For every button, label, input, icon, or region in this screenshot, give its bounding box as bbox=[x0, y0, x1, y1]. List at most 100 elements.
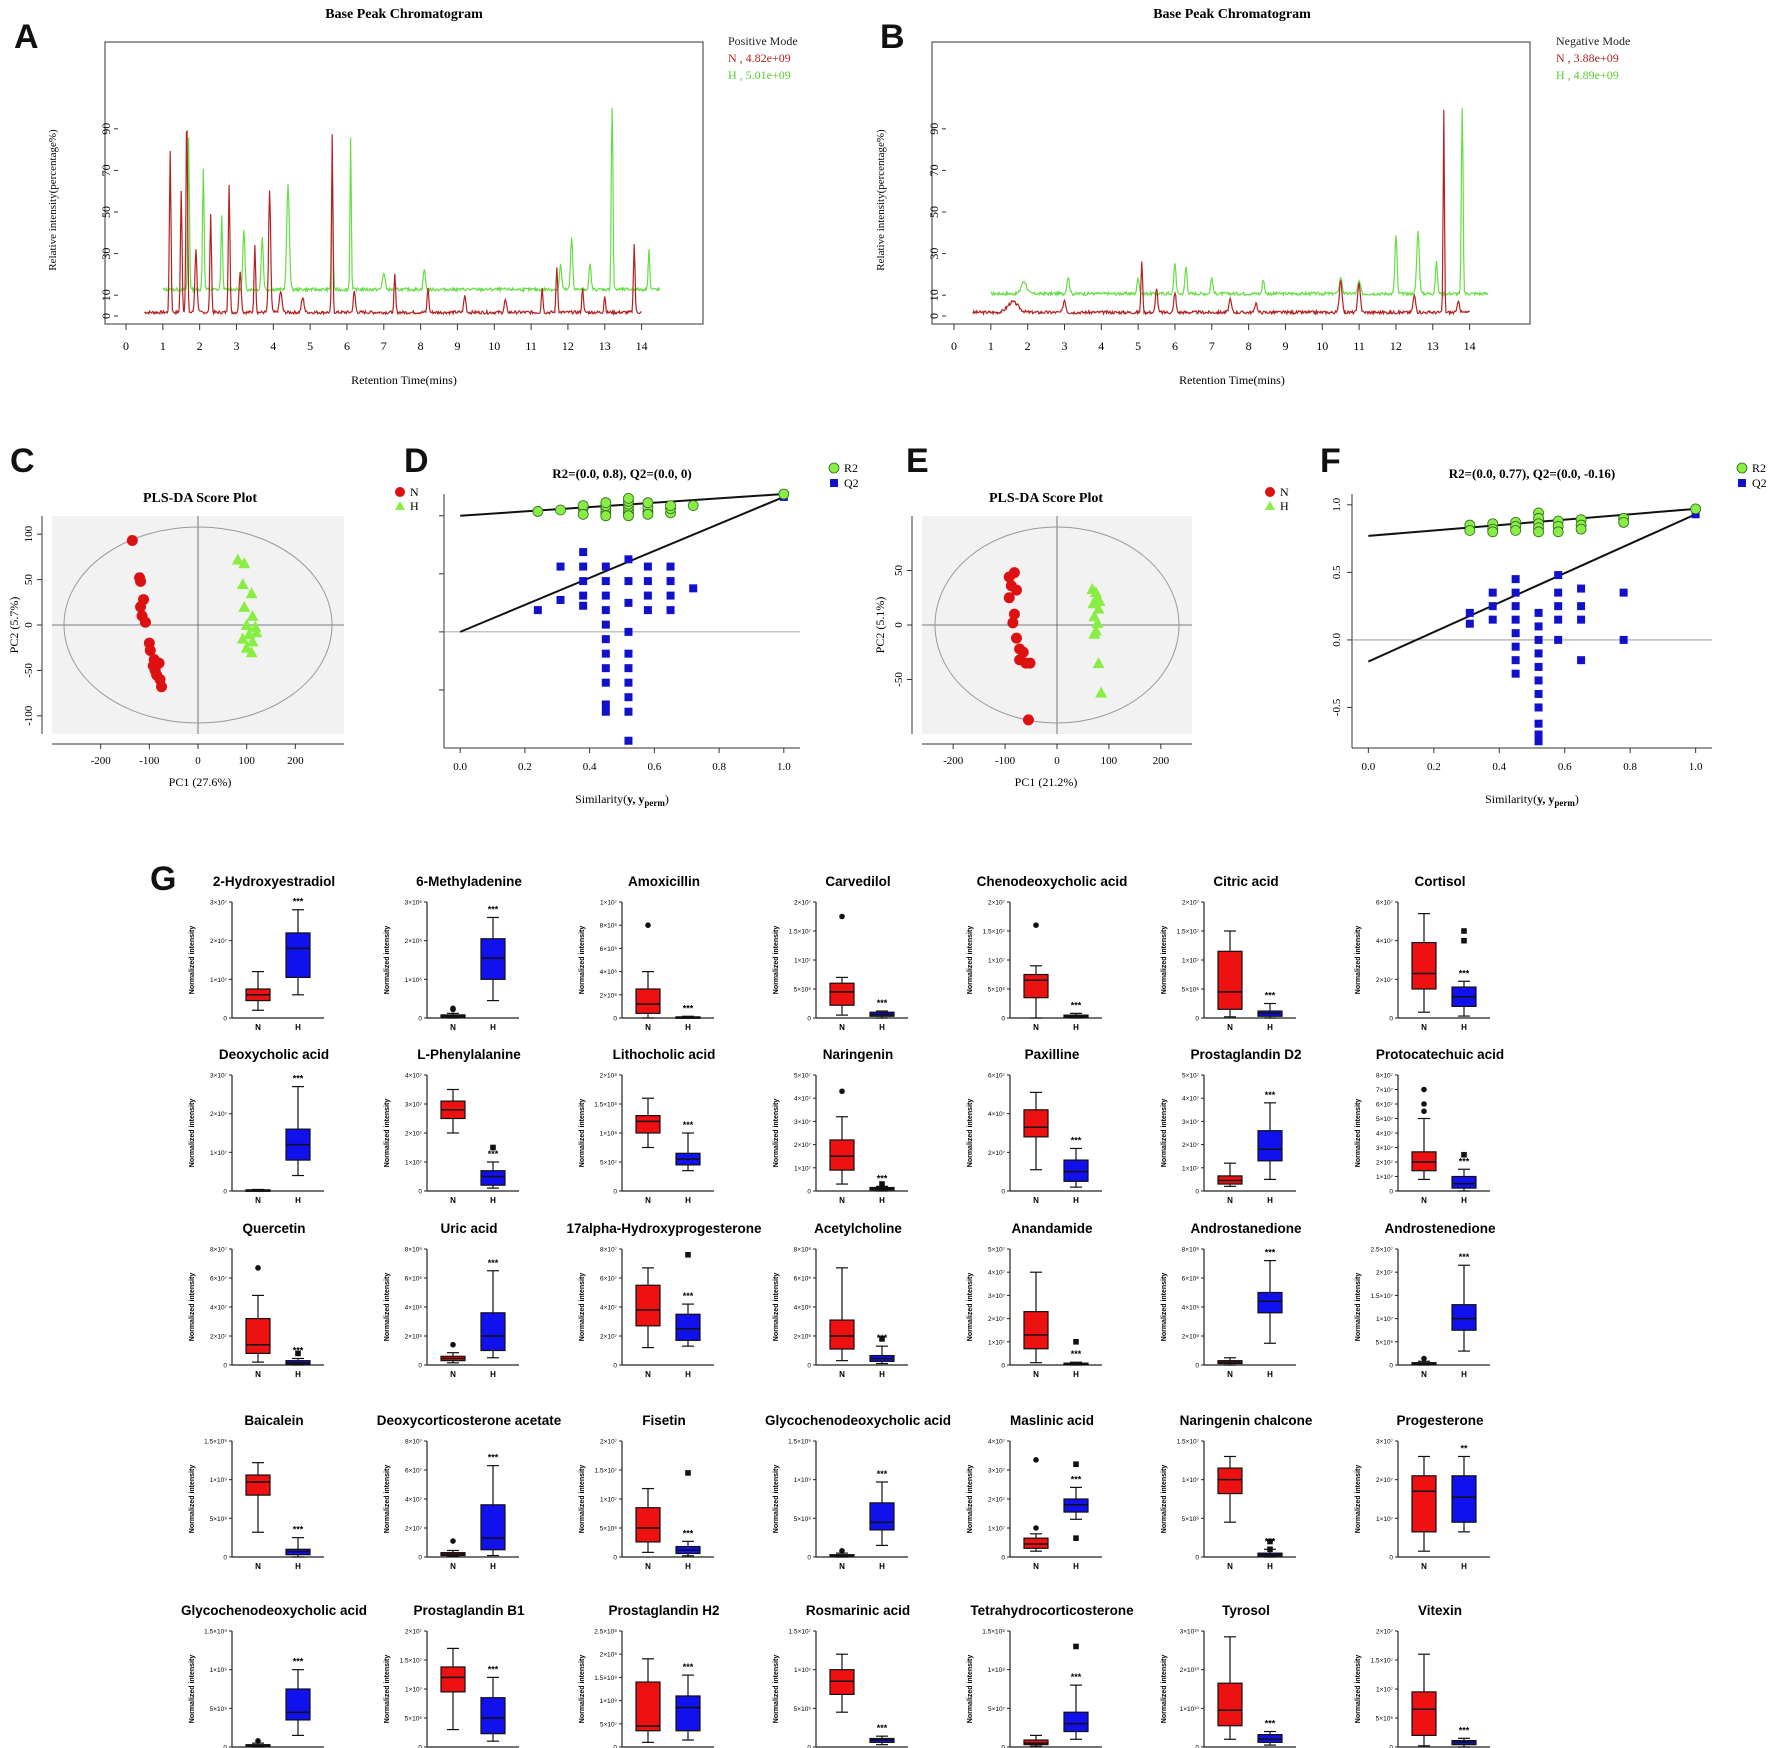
y-tick-label: 2×10⁷ bbox=[794, 1142, 812, 1149]
q2-point bbox=[1554, 615, 1563, 624]
permutation-d-xlabel-close: ) bbox=[665, 792, 669, 806]
y-tick-label: 2×10⁸ bbox=[600, 1073, 618, 1080]
chromatogram-a-legend-h: H , 5.01e+09 bbox=[728, 68, 791, 82]
y-tick-label: 0 bbox=[807, 1363, 811, 1370]
y-tick-label: 0 bbox=[418, 1016, 422, 1023]
x-tick-label: N bbox=[1421, 1562, 1427, 1571]
point-h bbox=[250, 626, 263, 638]
plsda-e-xlabel: PC1 (21.2%) bbox=[1015, 775, 1078, 789]
x-tick-label: -200 bbox=[943, 755, 964, 767]
y-tick-label: 2×10⁶ bbox=[600, 992, 618, 999]
y-tick-label: 1.5×10⁷ bbox=[400, 1658, 423, 1665]
outlier-point bbox=[255, 1265, 261, 1271]
y-tick-label: 4×10⁶ bbox=[1182, 1305, 1200, 1312]
y-tick-label: 0 bbox=[613, 1189, 617, 1196]
y-tick-label: 0 bbox=[1195, 1745, 1199, 1748]
boxplot-chart: Acetylcholine Normalized intensity 0 2×10⁶ 4… bbox=[773, 1221, 908, 1379]
plsda-e-title: PLS-DA Score Plot bbox=[989, 491, 1103, 506]
y-tick-label: 0 bbox=[1389, 1016, 1393, 1023]
q2-point bbox=[624, 598, 633, 607]
boxplot-title: Lithocholic acid bbox=[613, 1047, 716, 1062]
significance-label: *** bbox=[683, 1662, 694, 1672]
y-tick-label: 0 bbox=[807, 1016, 811, 1023]
point-h bbox=[1092, 657, 1105, 669]
y-tick-label: 2×10⁷ bbox=[405, 1526, 423, 1533]
y-axis-label: Normalized intensity bbox=[1161, 1655, 1168, 1724]
box-n bbox=[1023, 1109, 1049, 1138]
y-tick-label: 2×10⁶ bbox=[794, 1334, 812, 1341]
legend-n-label: N bbox=[1280, 485, 1289, 499]
chromatogram-b-title: Base Peak Chromatogram bbox=[1153, 7, 1311, 22]
x-tick-label: 2 bbox=[197, 339, 203, 353]
y-axis-label: Normalized intensity bbox=[1355, 926, 1362, 995]
box-n bbox=[1411, 941, 1437, 990]
r2-point bbox=[623, 510, 634, 522]
x-tick-label: 0.6 bbox=[647, 761, 661, 773]
significance-label: *** bbox=[1459, 1156, 1470, 1166]
y-tick-label: 0 bbox=[99, 313, 113, 319]
y-tick-label: 1.5×10⁷ bbox=[1177, 1439, 1200, 1446]
point-h bbox=[1093, 595, 1106, 607]
y-tick-label: 70 bbox=[99, 164, 113, 176]
y-tick-label: 6×10⁶ bbox=[405, 1276, 423, 1283]
legend-h-label: H bbox=[1280, 499, 1289, 513]
x-tick-label: -100 bbox=[139, 755, 160, 767]
significance-label: ** bbox=[1460, 1443, 1468, 1453]
x-tick-label: 4 bbox=[270, 339, 276, 353]
x-tick-label: 0.2 bbox=[1427, 761, 1441, 773]
y-tick-label: 2×10⁷ bbox=[1376, 1270, 1394, 1277]
significance-label: *** bbox=[1071, 1349, 1082, 1359]
q2-point bbox=[601, 700, 610, 709]
r2-point bbox=[665, 500, 676, 512]
permutation-plot-f: R2=(0.0, 0.77), Q2=(0.0, -0.16) Similari… bbox=[1331, 461, 1767, 808]
q2-point bbox=[1534, 703, 1543, 712]
y-axis-label: Normalized intensity bbox=[967, 1099, 974, 1168]
outlier-point bbox=[1073, 1339, 1079, 1345]
significance-label: *** bbox=[293, 1074, 304, 1084]
plsda-e-ylabel: PC2 (5.1%) bbox=[873, 597, 887, 654]
q2-point bbox=[556, 562, 565, 571]
significance-label: *** bbox=[488, 1453, 499, 1463]
significance-label: *** bbox=[877, 1469, 888, 1479]
x-tick-label: 100 bbox=[238, 755, 255, 767]
x-tick-label: N bbox=[1033, 1196, 1039, 1205]
y-axis-label: Normalized intensity bbox=[384, 926, 391, 995]
x-tick-label: N bbox=[1421, 1023, 1427, 1032]
y-tick-label: 2×10⁷ bbox=[210, 1111, 228, 1118]
y-tick-label: 4×10⁷ bbox=[210, 1305, 228, 1312]
x-tick-label: 10 bbox=[488, 339, 500, 353]
x-tick-label: H bbox=[295, 1023, 301, 1032]
r2-point bbox=[1487, 526, 1499, 538]
x-tick-label: 0.6 bbox=[1558, 761, 1572, 773]
x-tick-label: N bbox=[450, 1370, 456, 1379]
y-tick-label: 2×10⁶ bbox=[405, 938, 423, 945]
boxplot-chart: Tyrosol Normalized intensity 0 1×10¹⁰ 2×10¹⁰… bbox=[1161, 1603, 1296, 1748]
significance-label: *** bbox=[1265, 1090, 1276, 1100]
x-tick-label: N bbox=[839, 1023, 845, 1032]
q2-point bbox=[601, 707, 610, 716]
x-tick-label: 0.8 bbox=[712, 761, 726, 773]
point-n bbox=[1008, 608, 1020, 620]
x-tick-label: 0.4 bbox=[583, 761, 597, 773]
q2-point bbox=[1534, 608, 1543, 617]
y-tick-label: 1×10⁷ bbox=[988, 958, 1006, 965]
y-tick-label: 4×10⁶ bbox=[794, 1305, 812, 1312]
q2-point bbox=[601, 562, 610, 571]
y-tick-label: 1×10⁷ bbox=[988, 1526, 1006, 1533]
y-tick-label: 3×10⁷ bbox=[988, 1293, 1006, 1300]
x-tick-label: N bbox=[1033, 1023, 1039, 1032]
q2-point bbox=[1554, 571, 1563, 580]
y-tick-label: 5×10⁸ bbox=[210, 1516, 228, 1523]
box-n bbox=[245, 1474, 271, 1496]
x-tick-label: 5 bbox=[307, 339, 313, 353]
point-n bbox=[1003, 571, 1015, 583]
permutation-f-xlabel-y: y, y bbox=[1537, 792, 1554, 806]
y-tick-label: 6×10⁷ bbox=[405, 1468, 423, 1475]
outlier-point bbox=[1033, 922, 1039, 928]
significance-label: *** bbox=[877, 1173, 888, 1183]
r2-point bbox=[778, 488, 790, 500]
plsda-e-axes: -200 -100 0 100 200 -50 0 50 bbox=[893, 516, 1192, 767]
x-tick-label: N bbox=[255, 1196, 261, 1205]
significance-label: *** bbox=[877, 1333, 888, 1343]
y-tick-label: 0 bbox=[1195, 1016, 1199, 1023]
